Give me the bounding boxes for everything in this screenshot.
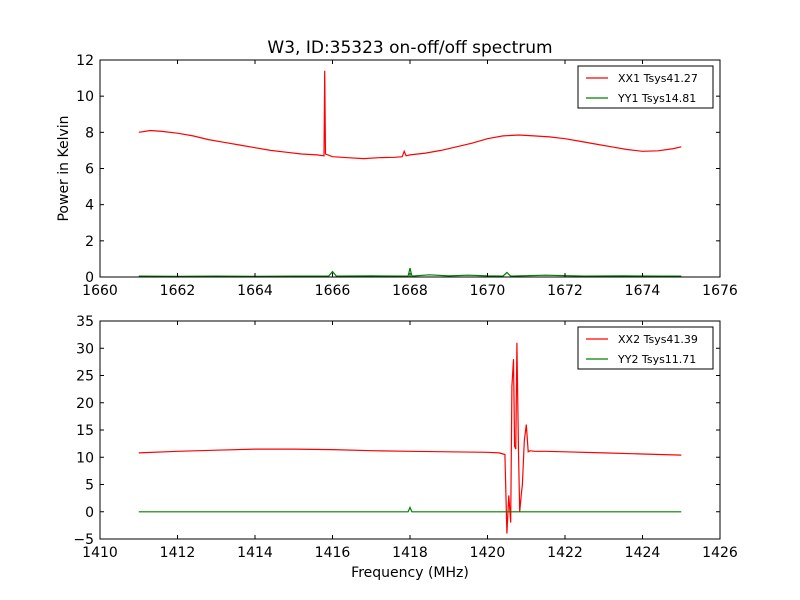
y-tick-label: 10 [76,89,94,105]
legend-label: XX1 Tsys41.27 [618,72,698,85]
top-spectrum-plot: 1660 1662 1664 1666 1668 1670 1672 1674 1676 0 2 4 6… [56,53,738,299]
x-tick-label: 1660 [82,283,118,299]
y-tick-label: 10 [76,450,94,466]
y-axis-label: Power in Kelvin [56,115,72,221]
y-tick-label: 12 [76,53,94,69]
y-tick-label: 35 [76,314,94,330]
series-line-1 [138,70,682,160]
x-tick-label: 1418 [392,545,428,561]
legend-label: XX2 Tsys41.39 [618,333,698,346]
x-tick-label: 1670 [470,283,506,299]
y-tick-label: 5 [85,478,94,494]
legend-label: YY2 Tsys11.71 [617,353,696,366]
x-tick-label: 1424 [625,545,661,561]
series-line-1 [138,342,682,534]
legend-box [577,65,714,109]
y-tick-label: −5 [73,532,94,548]
x-tick-label: 1420 [470,545,506,561]
y-tick-label: 20 [76,396,94,412]
legend-label: YY1 Tsys14.81 [617,92,696,105]
x-tick-label: 1412 [160,545,196,561]
x-tick-label: 1668 [392,283,428,299]
y-tick-label: 6 [85,162,94,178]
y-tick-label: 2 [85,234,94,250]
y-tick-label: 0 [85,505,94,521]
x-tick-label: 1416 [315,545,351,561]
x-tick-label: 1666 [315,283,351,299]
legend-box [577,326,714,370]
y-tick-label: 30 [76,341,94,357]
series-line-2 [138,267,682,277]
series-line-2 [138,505,682,513]
chart-title: W3, ID:35323 on-off/off spectrum [267,38,552,58]
x-tick-label: 1426 [702,545,738,561]
y-tick-label: 25 [76,369,94,385]
x-tick-label: 1664 [237,283,273,299]
x-tick-label: 1422 [547,545,583,561]
y-tick-label: 8 [85,125,94,141]
x-tick-label: 1674 [625,283,661,299]
y-tick-label: 15 [76,423,94,439]
bottom-spectrum-plot: 1410 1412 1414 1416 1418 1420 1422 1424 1426 −5 0 5… [73,314,738,581]
x-tick-label: 1410 [82,545,118,561]
x-tick-label: 1676 [702,283,738,299]
x-tick-label: 1414 [237,545,273,561]
x-tick-label: 1662 [160,283,196,299]
y-tick-label: 4 [85,198,94,214]
x-tick-label: 1672 [547,283,583,299]
x-axis-label: Frequency (MHz) [351,565,469,581]
y-tick-label: 0 [85,270,94,286]
